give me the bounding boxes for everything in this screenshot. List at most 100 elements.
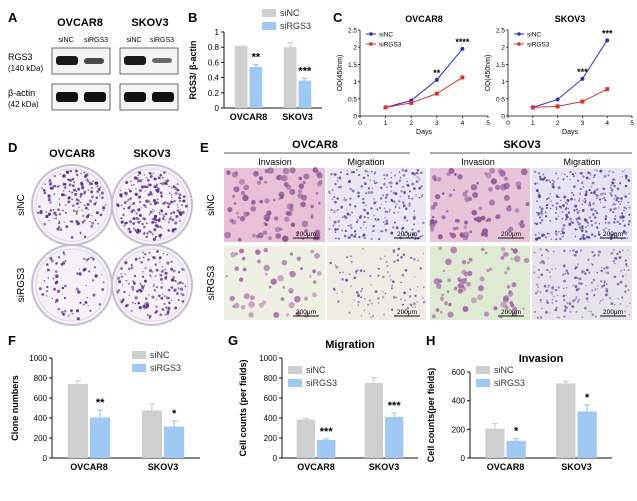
cell <box>354 233 357 236</box>
scale-bar-label: 200μm <box>501 231 521 238</box>
cell <box>421 234 424 237</box>
colony <box>55 217 58 220</box>
point-siRGS3 <box>460 75 465 80</box>
cell <box>385 260 388 263</box>
cell <box>453 172 457 176</box>
cell <box>433 201 438 207</box>
cell <box>304 228 309 233</box>
blot-row-rgs3-size: (140 kDa) <box>8 64 43 73</box>
cell <box>348 236 352 239</box>
cell <box>439 296 445 301</box>
cell <box>408 190 411 193</box>
cell <box>233 186 240 193</box>
colony <box>53 174 56 178</box>
y-tick-label: 400 <box>264 414 278 423</box>
y-axis-label: OD(450nm) <box>485 55 492 92</box>
colony <box>172 185 176 189</box>
legend-label: siRGS3 <box>306 378 337 388</box>
cell <box>381 296 385 299</box>
colony <box>128 294 131 296</box>
cell <box>373 172 376 175</box>
cell <box>288 302 295 309</box>
legend-marker <box>517 42 521 46</box>
colony <box>102 281 104 283</box>
cell <box>229 295 236 302</box>
cell <box>386 194 388 196</box>
cell <box>240 191 246 196</box>
colony <box>142 275 145 278</box>
cell <box>602 192 604 194</box>
cell <box>240 304 246 310</box>
cell <box>336 292 338 294</box>
cell <box>604 293 608 297</box>
cell <box>621 275 624 278</box>
cell <box>614 194 616 196</box>
cell <box>549 193 551 195</box>
cell <box>475 216 482 223</box>
cell <box>562 235 564 238</box>
cell <box>318 201 321 205</box>
cell <box>417 230 420 233</box>
micro-col-label: Migration <box>347 157 384 167</box>
cell <box>347 224 350 227</box>
colony <box>70 220 74 223</box>
colony <box>117 280 122 284</box>
cell <box>595 194 599 198</box>
cell <box>316 181 322 187</box>
colony <box>124 261 128 265</box>
cell <box>537 172 541 175</box>
cell <box>237 215 240 219</box>
colony <box>64 259 67 262</box>
cell <box>626 237 629 239</box>
colony <box>38 287 42 291</box>
colony <box>159 191 163 195</box>
cell <box>539 298 542 302</box>
colony <box>49 201 52 204</box>
cell <box>256 259 262 264</box>
cell <box>588 216 592 219</box>
cell <box>545 248 548 251</box>
cell <box>601 197 603 200</box>
cell <box>615 235 618 238</box>
cell <box>590 233 594 236</box>
cell <box>382 221 385 224</box>
cell <box>380 230 383 233</box>
colony <box>78 206 80 209</box>
colony <box>134 192 138 196</box>
micro-col-label: Invasion <box>258 157 292 167</box>
colony <box>127 227 131 231</box>
cell <box>609 297 611 299</box>
cell <box>591 289 594 292</box>
cell <box>383 313 386 316</box>
significance-mark: * <box>514 426 519 438</box>
cell <box>562 178 565 181</box>
cell <box>591 250 594 254</box>
cell <box>415 180 419 183</box>
cell <box>539 177 543 181</box>
cell <box>585 297 589 301</box>
cell <box>546 289 549 292</box>
cell <box>573 198 576 201</box>
cell <box>303 296 309 301</box>
cell <box>243 293 250 300</box>
colony <box>64 204 67 206</box>
cell <box>583 306 587 310</box>
cell <box>535 237 539 241</box>
cell <box>330 173 333 176</box>
colony <box>116 276 121 280</box>
cell <box>393 174 397 177</box>
cell <box>545 204 549 207</box>
series-line-siRGS3 <box>532 88 608 108</box>
cell <box>579 218 581 220</box>
colony <box>145 235 149 239</box>
y-axis-label: Clone numbers <box>10 375 20 441</box>
colony <box>165 276 167 279</box>
cell <box>450 246 458 254</box>
cell <box>564 173 566 176</box>
cell <box>262 230 268 236</box>
cell <box>357 191 360 195</box>
colony <box>75 210 78 213</box>
cell <box>613 198 615 200</box>
cell <box>385 193 389 197</box>
colony <box>132 202 136 205</box>
